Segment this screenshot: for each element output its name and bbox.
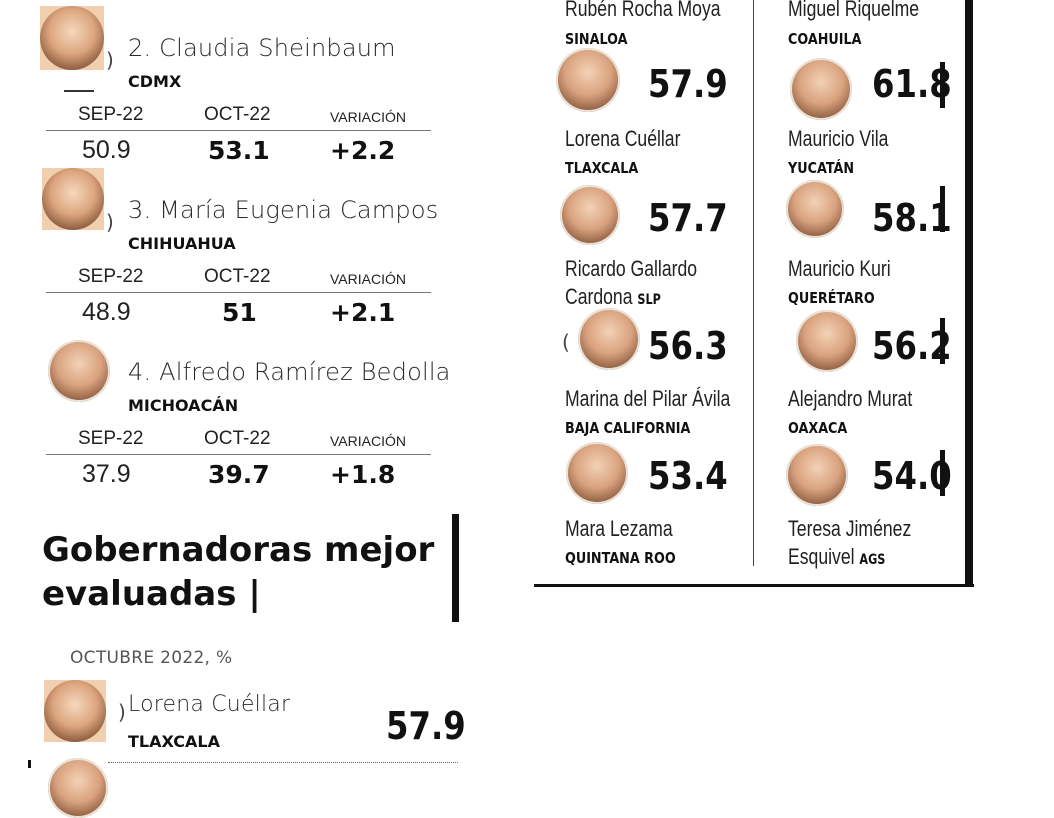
section-title-line1: Gobernadoras mejor bbox=[42, 530, 435, 570]
governor-state: YUCATÁN bbox=[788, 159, 855, 177]
governor-state: BAJA CALIFORNIA bbox=[565, 419, 691, 437]
score: 53.4 bbox=[648, 454, 728, 498]
governor-name: Lorena Cuéllar bbox=[565, 126, 681, 151]
dotted-divider bbox=[108, 762, 458, 764]
col-header-var: VARIACIÓN bbox=[330, 271, 406, 287]
value-variation: +2.1 bbox=[330, 298, 396, 327]
value-sep: 37.9 bbox=[82, 460, 131, 488]
score: 61.8 bbox=[872, 62, 952, 106]
score-bar bbox=[940, 318, 945, 364]
score: 56.2 bbox=[872, 324, 952, 368]
governor-name-line2: Cardona SLP bbox=[565, 284, 661, 310]
avatar-avila bbox=[578, 308, 640, 370]
divider bbox=[46, 292, 431, 293]
col-header-sep: SEP-22 bbox=[78, 266, 144, 287]
panel-bottom-border bbox=[534, 584, 974, 587]
bracket-glyph: ) bbox=[106, 48, 114, 72]
governor-state: QUINTANA ROO bbox=[565, 549, 676, 567]
avatar-underline bbox=[64, 90, 94, 92]
governor-state: SINALOA bbox=[565, 30, 628, 48]
score-bar bbox=[940, 186, 945, 232]
col-header-oct: OCT-22 bbox=[204, 266, 271, 287]
section-subtitle: OCTUBRE 2022, % bbox=[70, 648, 233, 668]
section-title: Gobernadoras mejor evaluadas | bbox=[42, 528, 462, 616]
col-header-sep: SEP-22 bbox=[78, 428, 144, 449]
value-variation: +1.8 bbox=[330, 460, 396, 489]
avatar-cuellar bbox=[556, 48, 620, 112]
governor-name: 2. Claudia Sheinbaum bbox=[128, 34, 396, 62]
governor-name-part: Cardona bbox=[565, 284, 633, 309]
panel-right-border bbox=[965, 0, 973, 586]
score-bar bbox=[940, 62, 945, 108]
section-title-line2: evaluadas | bbox=[42, 574, 261, 614]
avatar-gallardo bbox=[560, 185, 620, 245]
col-header-oct: OCT-22 bbox=[204, 428, 271, 449]
edge-mark bbox=[28, 760, 31, 768]
col-header-oct: OCT-22 bbox=[204, 104, 271, 125]
ranking-state: TLAXCALA bbox=[128, 732, 220, 751]
score: 57.9 bbox=[648, 62, 728, 106]
avatar-ramirez-bedolla bbox=[48, 340, 110, 402]
value-sep: 50.9 bbox=[82, 136, 131, 164]
score-bar bbox=[940, 450, 945, 496]
col-header-sep: SEP-22 bbox=[78, 104, 144, 125]
avatar-lezama bbox=[566, 442, 628, 504]
bracket-glyph: ) bbox=[118, 700, 126, 724]
score: 54.0 bbox=[872, 454, 952, 498]
avatar-kuri bbox=[786, 180, 844, 238]
governor-name: Mauricio Vila bbox=[788, 126, 889, 151]
value-variation: +2.2 bbox=[330, 136, 396, 165]
governor-name: Marina del Pilar Ávila bbox=[565, 386, 731, 411]
divider bbox=[46, 130, 431, 131]
governor-name: 4. Alfredo Ramírez Bedolla bbox=[128, 358, 451, 386]
avatar-sheinbaum bbox=[40, 6, 104, 70]
score: 57.7 bbox=[648, 196, 728, 240]
col-header-var: VARIACIÓN bbox=[330, 109, 406, 125]
value-oct: 51 bbox=[222, 298, 257, 327]
governor-name: Mara Lezama bbox=[565, 516, 673, 541]
governor-state: COAHUILA bbox=[788, 30, 862, 48]
governor-state: OAXACA bbox=[788, 419, 848, 437]
avatar-cuellar bbox=[44, 680, 106, 742]
avatar-vila bbox=[790, 58, 852, 120]
governor-state: QUERÉTARO bbox=[788, 289, 875, 307]
governor-name: 3. María Eugenia Campos bbox=[128, 196, 439, 224]
ranking-name: Lorena Cuéllar bbox=[128, 692, 291, 717]
value-oct: 53.1 bbox=[208, 136, 270, 165]
value-sep: 48.9 bbox=[82, 298, 131, 326]
governor-state: AGS bbox=[859, 552, 886, 568]
score: 56.3 bbox=[648, 324, 728, 368]
governor-name-line2: Esquivel AGS bbox=[788, 544, 885, 570]
value-oct: 39.7 bbox=[208, 460, 270, 489]
ranking-score: 57.9 bbox=[386, 704, 466, 748]
governor-name: Mauricio Kuri bbox=[788, 256, 891, 281]
score: 58.1 bbox=[872, 196, 952, 240]
bracket-glyph: ) bbox=[106, 210, 114, 234]
governor-name-part: Esquivel bbox=[788, 544, 855, 569]
bracket-glyph: ( bbox=[562, 330, 570, 354]
panel-column-divider bbox=[753, 0, 754, 566]
governor-state: SLP bbox=[637, 292, 661, 308]
governor-name: Miguel Riquelme bbox=[788, 0, 920, 21]
avatar-campos bbox=[42, 168, 104, 230]
governor-name: Rubén Rocha Moya bbox=[565, 0, 721, 21]
governor-name: Teresa Jiménez bbox=[788, 516, 912, 541]
governor-state: TLAXCALA bbox=[565, 159, 639, 177]
avatar-murat bbox=[796, 310, 858, 372]
accent-bar bbox=[452, 514, 459, 622]
governor-state: MICHOACÁN bbox=[128, 396, 239, 415]
divider bbox=[46, 454, 431, 455]
avatar-jimenez bbox=[786, 444, 848, 506]
col-header-var: VARIACIÓN bbox=[330, 433, 406, 449]
governor-state: CDMX bbox=[128, 72, 182, 91]
governor-state: CHIHUAHUA bbox=[128, 234, 236, 253]
governor-name: Ricardo Gallardo bbox=[565, 256, 698, 281]
governor-name: Alejandro Murat bbox=[788, 386, 913, 411]
avatar-partial bbox=[48, 758, 108, 818]
